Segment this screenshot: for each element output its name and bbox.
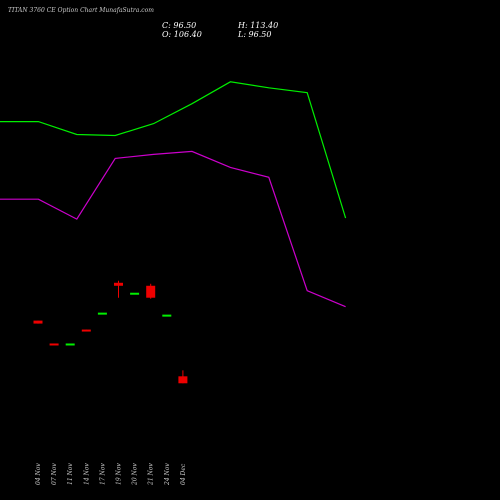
x-tick-label: 24 Nov — [164, 463, 171, 486]
x-tick-label: 17 Nov — [99, 463, 106, 485]
x-tick-label: 04 Nov — [35, 463, 42, 485]
candle-body — [97, 312, 107, 315]
candle-body — [49, 343, 59, 346]
high-value: H: 113.40 — [238, 21, 279, 30]
candle-body — [33, 320, 43, 324]
open-value: O: 106.40 — [162, 30, 202, 39]
x-tick-label: 20 Nov — [132, 463, 139, 486]
x-tick-label: 11 Nov — [67, 463, 74, 485]
x-tick-label: 19 Nov — [116, 463, 123, 485]
upper-indicator-line — [0, 81, 347, 219]
x-tick-label: 07 Nov — [51, 463, 58, 485]
x-tick-label: 21 Nov — [148, 463, 155, 486]
indicator-lines — [0, 81, 347, 308]
candle-body — [146, 285, 156, 298]
chart-title: TITAN 3760 CE Option Chart MunafaSutra.c… — [8, 7, 154, 14]
candle-body — [178, 376, 188, 384]
candles — [33, 280, 188, 384]
candle-body — [65, 343, 75, 346]
low-value: L: 96.50 — [238, 30, 272, 39]
candle-body — [114, 282, 123, 286]
candle-body — [162, 314, 172, 317]
x-tick-label: 04 Dec — [180, 463, 187, 485]
candle-body — [130, 292, 140, 295]
lower-indicator-line — [0, 150, 346, 308]
close-value: C: 96.50 — [162, 21, 197, 30]
candle-body — [81, 329, 91, 332]
x-tick-label: 14 Nov — [83, 463, 90, 485]
x-axis-labels: 04 Nov 07 Nov 11 Nov 14 Nov 17 Nov 19 Nov 20 N… — [35, 463, 187, 486]
